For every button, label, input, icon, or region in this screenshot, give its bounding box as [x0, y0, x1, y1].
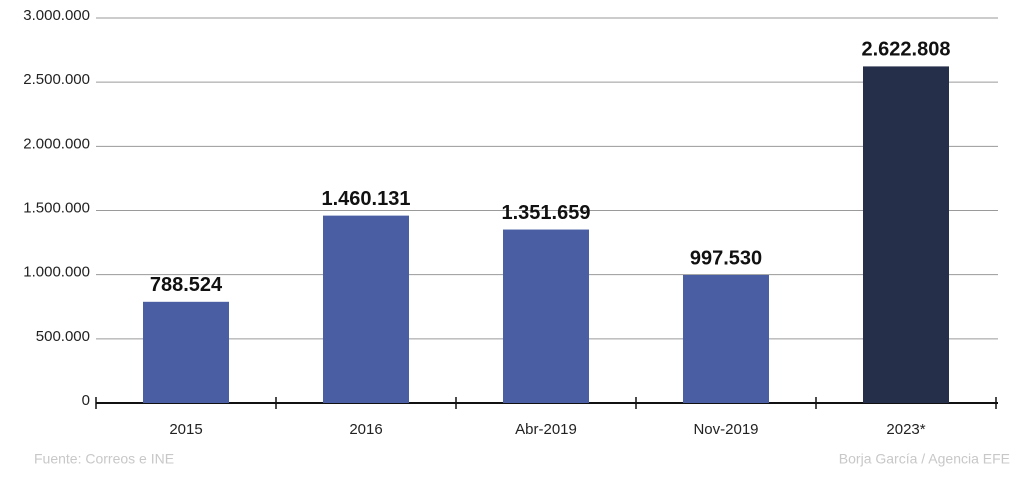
- value-label: 1.351.659: [502, 202, 591, 224]
- credit: Borja García / Agencia EFE: [839, 451, 1010, 467]
- y-tick-label: 0: [82, 392, 90, 409]
- y-tick-label: 500.000: [36, 328, 90, 345]
- y-tick-label: 3.000.000: [23, 7, 90, 24]
- value-label: 997.530: [690, 247, 762, 269]
- x-tick-label: 2016: [349, 421, 382, 438]
- value-label: 1.460.131: [322, 188, 411, 210]
- source: Fuente: Correos e INE: [34, 451, 174, 467]
- x-tick-label: Nov-2019: [693, 421, 758, 438]
- x-tick-label: Abr-2019: [515, 421, 577, 438]
- bar: [323, 215, 409, 403]
- bar: [683, 274, 769, 403]
- bar: [863, 66, 949, 403]
- bar: [143, 301, 229, 403]
- y-tick-label: 2.000.000: [23, 135, 90, 152]
- x-tick-label: 2015: [169, 421, 202, 438]
- bar: [503, 229, 589, 403]
- y-tick-label: 1.500.000: [23, 199, 90, 216]
- y-tick-label: 1.000.000: [23, 264, 90, 281]
- x-tick-label: 2023*: [886, 421, 925, 438]
- value-label: 788.524: [150, 274, 223, 296]
- y-tick-label: 2.500.000: [23, 71, 90, 88]
- value-label: 2.622.808: [862, 39, 951, 61]
